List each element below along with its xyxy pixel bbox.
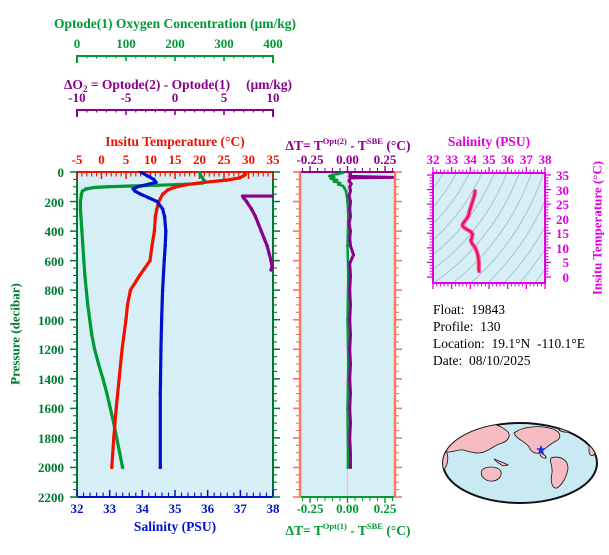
delta-o2-title-sub: 2 bbox=[82, 84, 88, 94]
ts-temperature-tick-label: 0 bbox=[562, 270, 570, 285]
salinity-tick-label: 34 bbox=[135, 501, 149, 516]
ts-temperature-tick-label: 35 bbox=[556, 168, 569, 183]
ts-temperature-tick-label: 30 bbox=[556, 182, 569, 198]
ts-temperature-tick-label: 20 bbox=[556, 211, 569, 227]
oxygen-tick-label: 400 bbox=[263, 36, 283, 51]
salinity-axis-title: Salinity (PSU) bbox=[133, 519, 217, 534]
ts-salinity-tick-label: 34 bbox=[463, 152, 477, 167]
pressure-tick-label: 1800 bbox=[38, 430, 64, 446]
dt-bot-sup1: Opt(1) bbox=[322, 521, 347, 531]
pressure-tick-label: 1600 bbox=[38, 401, 64, 417]
salinity-tick-label: 32 bbox=[70, 501, 84, 516]
delta-t-bottom-tick-label: 0.00 bbox=[336, 501, 359, 516]
delta-o2-axis-title: ΔO2 = Optode(2) - Optode(1) (μm/kg) bbox=[64, 78, 292, 96]
ts-temperature-tick-label: 25 bbox=[556, 197, 569, 213]
pressure-tick-label: 600 bbox=[44, 253, 65, 269]
pressure-tick-label: 800 bbox=[44, 283, 65, 299]
ts-salinity-tick-label: 35 bbox=[482, 152, 496, 167]
temperature-tick-label: 25 bbox=[217, 152, 231, 167]
delta-t-top-tick-label: 0.00 bbox=[336, 152, 359, 167]
oxygen-tick-label: 0 bbox=[73, 36, 81, 51]
delta-t-bottom-tick-label: 0.25 bbox=[373, 501, 397, 516]
delta-t-bottom-tick-label: -0.25 bbox=[296, 501, 324, 516]
dt-top-sup2: SBE bbox=[366, 136, 383, 146]
oxygen-axis-title: Optode(1) Oxygen Concentration (μm/kg) bbox=[53, 16, 297, 31]
info-location: Location: 19.1°N -110.1°E bbox=[433, 336, 586, 351]
temperature-tick-label: 0 bbox=[98, 152, 105, 167]
pressure-axis-label: Pressure (decibar) bbox=[7, 283, 23, 385]
pressure-tick-label: 1200 bbox=[38, 342, 64, 358]
dt-bot-sup2: SBE bbox=[366, 521, 383, 531]
dt-top-p3: (°C) bbox=[382, 138, 411, 153]
delta-o2-title-part2: = Optode(2) - Optode(1) bbox=[87, 77, 231, 92]
pressure-tick-label: 1000 bbox=[38, 312, 64, 328]
temperature-tick-label: 15 bbox=[168, 152, 182, 167]
dt-top-sup1: Opt(2) bbox=[322, 136, 347, 146]
pressure-tick-label: 400 bbox=[44, 224, 65, 240]
delta-o2-tick-label: 0 bbox=[171, 90, 179, 105]
dt-top-p1: ΔT= T bbox=[285, 138, 323, 153]
ts-salinity-tick-label: 32 bbox=[426, 152, 440, 167]
pressure-tick-label: 2000 bbox=[38, 460, 64, 476]
salinity-tick-label: 38 bbox=[266, 501, 280, 516]
info-float: Float: 19843 bbox=[433, 302, 506, 317]
ts-salinity-tick-label: 36 bbox=[501, 152, 515, 167]
delta-o2-title-unit: (μm/kg) bbox=[246, 77, 293, 92]
ts-temperature-tick-label: 10 bbox=[556, 240, 569, 256]
temperature-tick-label: 10 bbox=[144, 152, 157, 167]
delta-o2-tick-label: 5 bbox=[220, 90, 228, 105]
delta-t-top-title: ΔT= TOpt(2) - TSBE (°C) bbox=[286, 135, 411, 152]
ts-salinity-tick-label: 38 bbox=[538, 152, 552, 167]
dt-top-p2: - T bbox=[346, 138, 367, 153]
temperature-tick-label: 30 bbox=[242, 152, 255, 167]
delta-o2-tick-label: -10 bbox=[68, 90, 86, 105]
ts-temperature-axis-label: Insitu Temperature (°C) bbox=[589, 160, 605, 296]
oxygen-tick-label: 100 bbox=[116, 36, 136, 51]
temperature-tick-label: -5 bbox=[71, 152, 83, 167]
salinity-tick-label: 33 bbox=[103, 501, 117, 516]
oxygen-tick-label: 300 bbox=[214, 36, 234, 51]
salinity-tick-label: 35 bbox=[168, 501, 182, 516]
oxygen-tick-label: 200 bbox=[165, 36, 185, 51]
pressure-tick-label: 1400 bbox=[38, 371, 64, 387]
pressure-tick-label: 2200 bbox=[38, 490, 64, 505]
info-date: Date: 08/10/2025 bbox=[433, 353, 531, 368]
ts-panel-title: Salinity (PSU) bbox=[447, 134, 531, 149]
float-location-star bbox=[536, 444, 546, 455]
delta-o2-tick-label: 10 bbox=[266, 90, 280, 105]
ts-salinity-tick-label: 33 bbox=[445, 152, 459, 167]
delta-t-bottom-title: ΔT= TOpt(1) - TSBE (°C) bbox=[286, 520, 411, 537]
delta-t-top-tick-label: 0.25 bbox=[373, 152, 397, 167]
salinity-tick-label: 36 bbox=[201, 501, 215, 516]
salinity-tick-label: 37 bbox=[233, 501, 247, 516]
pressure-tick-label: 200 bbox=[44, 194, 65, 210]
delta-o2-title-part: ΔO bbox=[63, 77, 83, 92]
delta-o2-tick-label: -5 bbox=[120, 90, 132, 105]
delta-t-top-tick-label: -0.25 bbox=[296, 152, 324, 167]
ts-temperature-tick-label: 5 bbox=[562, 255, 570, 271]
temperature-axis-title: Insitu Temperature (°C) bbox=[105, 134, 245, 149]
temperature-tick-label: 35 bbox=[266, 152, 280, 167]
pressure-tick-label: 0 bbox=[57, 165, 65, 180]
info-profile: Profile: 130 bbox=[433, 319, 501, 334]
ts-salinity-tick-label: 37 bbox=[519, 152, 533, 167]
temperature-tick-label: 5 bbox=[122, 152, 130, 167]
dt-bot-p1: ΔT= T bbox=[285, 523, 323, 538]
ts-temperature-tick-label: 15 bbox=[556, 226, 569, 242]
dt-bot-p3: (°C) bbox=[382, 523, 411, 538]
dt-bot-p2: - T bbox=[346, 523, 367, 538]
temperature-tick-label: 20 bbox=[193, 152, 206, 167]
